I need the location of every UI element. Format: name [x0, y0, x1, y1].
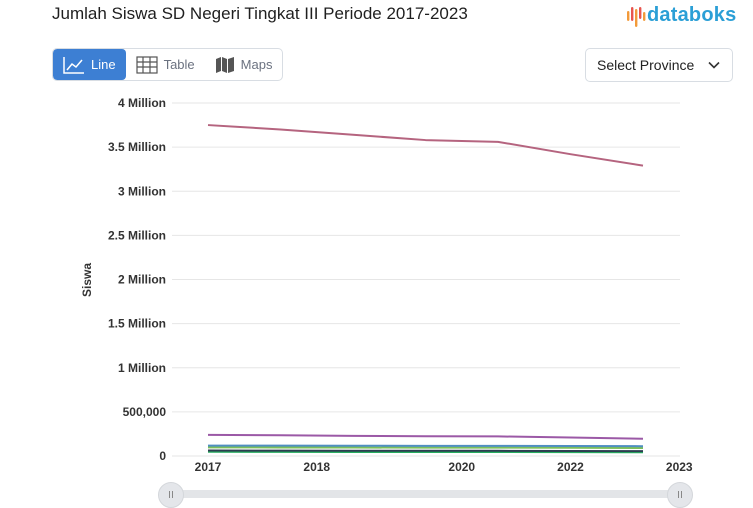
series-line[interactable]	[208, 435, 643, 439]
x-tick-label: 2020	[448, 460, 475, 474]
y-tick-label: 2 Million	[118, 273, 166, 287]
x-tick-label: 2017	[195, 460, 222, 474]
y-tick-label: 2.5 Million	[108, 228, 166, 242]
y-tick-label: 3 Million	[118, 184, 166, 198]
range-scrollbar-track[interactable]	[170, 490, 680, 498]
series-line[interactable]	[208, 125, 643, 166]
y-tick-label: 1 Million	[118, 361, 166, 375]
range-handle-left[interactable]	[158, 482, 184, 508]
y-tick-label: 1.5 Million	[108, 317, 166, 331]
x-tick-label: 2022	[557, 460, 584, 474]
series-line[interactable]	[208, 451, 643, 452]
range-handle-right[interactable]	[667, 482, 693, 508]
y-tick-label: 4 Million	[118, 96, 166, 110]
x-tick-label: 2018	[303, 460, 330, 474]
series-line[interactable]	[208, 447, 643, 448]
x-tick-label: 2023	[666, 460, 693, 474]
y-tick-label: 0	[159, 449, 166, 463]
y-tick-label: 3.5 Million	[108, 140, 166, 154]
series-line[interactable]	[208, 446, 643, 447]
y-tick-label: 500,000	[123, 405, 167, 419]
y-axis-label: Siswa	[80, 263, 94, 297]
